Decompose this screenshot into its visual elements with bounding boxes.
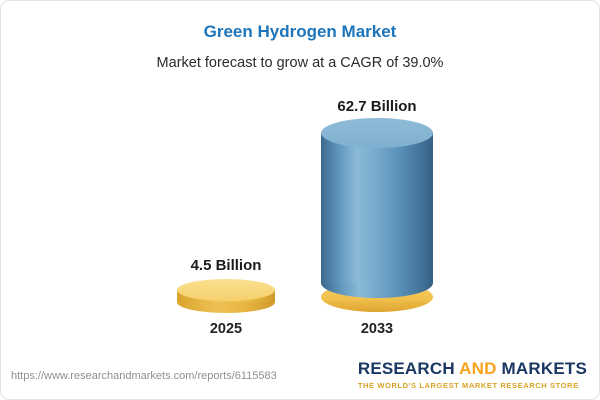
cylinder-2033-top: [321, 118, 433, 148]
chart-subtitle: Market forecast to grow at a CAGR of 39.…: [156, 55, 444, 71]
cylinder-bar-2025: [177, 279, 275, 313]
category-label-2033: 2033: [360, 321, 394, 337]
value-label-2025: 4.5 Billion: [190, 257, 262, 274]
logo-text-markets: MARKETS: [501, 359, 587, 378]
value-label-2033: 62.7 Billion: [337, 98, 417, 115]
chart-title: Green Hydrogen Market: [203, 22, 397, 41]
logo-text-research: RESEARCH: [357, 359, 455, 378]
cylinder-bar-2033: [321, 118, 433, 314]
researchandmarkets-logo: RESEARCH AND MARKETS THE WORLD'S LARGEST…: [358, 359, 587, 390]
report-url-link[interactable]: https://www.researchandmarkets.com/repor…: [11, 370, 277, 382]
cylinder-2025-top: [177, 279, 275, 301]
logo-text-and: AND: [459, 359, 497, 378]
logo-wordmark: RESEARCH AND MARKETS: [358, 359, 587, 379]
cylinder-2033-body: [321, 133, 433, 283]
logo-tagline: THE WORLD'S LARGEST MARKET RESEARCH STOR…: [357, 381, 579, 390]
category-label-2025: 2025: [209, 321, 243, 337]
